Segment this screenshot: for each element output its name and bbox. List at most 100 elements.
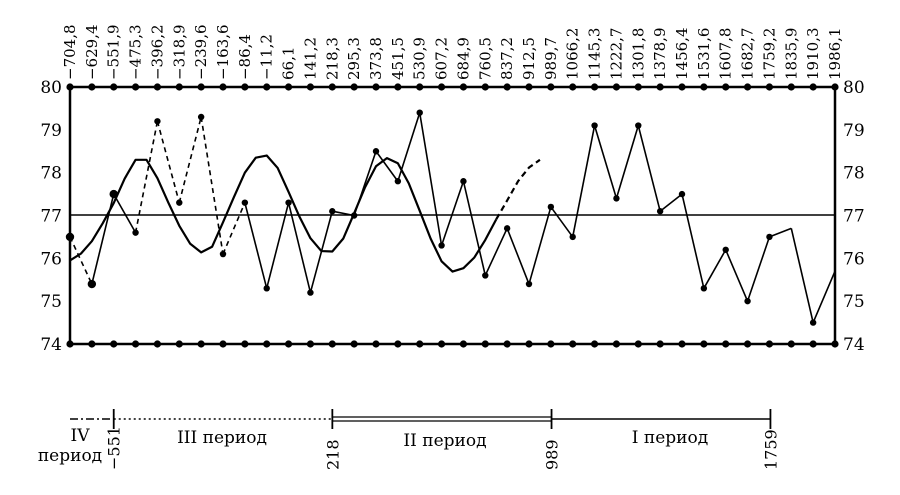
frame-dot [547,340,555,348]
frame-dot [481,340,489,348]
observed-point [656,208,664,215]
top-tick-label: 912,5 [520,37,538,80]
frame-dot [569,340,577,348]
frame-dot [809,83,817,91]
top-tick-label: 1531,6 [695,28,713,81]
top-tick-label: 607,2 [433,37,451,80]
observed-series [65,109,836,326]
observed-point [547,203,555,211]
observed-segment [265,202,290,289]
frame-dot [569,83,577,91]
frame-dot [88,340,96,348]
observed-segment [724,249,749,302]
frame-dot [263,83,271,91]
top-tick-label: −86,4 [236,34,254,80]
frame-dot [306,83,315,91]
frame-dot [131,83,140,91]
observed-point [394,178,402,185]
frame-markers [66,83,839,348]
y-tick-label-right: 79 [843,121,865,141]
top-tick-label: −475,3 [127,24,145,80]
observed-point [503,225,511,232]
frame-dot [153,340,162,348]
observed-segment [484,228,508,276]
observed-segment [309,211,334,293]
top-tick-label: 1607,8 [717,28,735,81]
observed-point [700,285,708,292]
frame-dot [131,340,140,348]
observed-point [569,233,576,241]
observed-segment [703,249,727,289]
y-axis-right: 74 75 76 77 78 79 80 [843,78,865,355]
y-tick-label-right: 80 [843,78,865,98]
frame-dot [306,340,315,348]
observed-segment [637,125,661,212]
observed-segment [746,236,771,302]
observed-point [722,246,729,253]
observed-point [438,242,445,249]
period-iv-label-line2: период [38,446,102,466]
observed-segment [375,150,399,182]
y-tick-label-right: 74 [843,335,865,355]
top-tick-label: 1378,9 [651,28,669,81]
observed-point [176,199,183,206]
observed-point [744,297,751,305]
frame-dot [110,83,118,91]
frame-dot [394,83,402,91]
y-tick-label-left: 75 [40,292,62,312]
frame-dot [700,83,708,91]
frame-dot [809,340,817,348]
period-ii-label: II период [403,431,486,451]
frame-dot [656,340,664,348]
frame-dot [722,340,730,348]
observed-point [766,233,773,241]
top-tick-label: −396,2 [148,24,166,80]
frame-dot [634,83,642,91]
observed-segment [353,150,377,216]
top-tick-label: 530,9 [411,37,429,80]
frame-dot [350,83,358,91]
frame-dot [372,83,380,91]
y-tick-label-left: 76 [40,249,62,269]
frame-dot [765,83,774,91]
frame-dot [612,340,621,348]
frame-dot [372,340,380,348]
frame-dot [831,83,839,91]
frame-dot [175,340,183,348]
top-tick-label: −318,9 [170,24,188,80]
frame-dot [547,83,555,91]
observed-segment [506,228,530,285]
period-iii-label: III период [177,428,267,448]
period-boundary-label: −551 [105,426,124,470]
frame-dot [241,340,249,348]
top-tick-label: 141,2 [301,37,319,80]
top-tick-label: −163,6 [214,24,232,80]
frame-dot [590,340,599,348]
top-tick-label: −239,6 [192,24,210,80]
frame-dot [284,340,293,348]
frame-dot [525,340,533,348]
top-tick-label: 989,7 [542,37,560,80]
frame-dot [241,83,249,91]
top-tick-label: 1835,9 [782,28,800,81]
frame-dot [175,83,183,91]
trend-curve [69,154,541,273]
observed-point [241,199,249,206]
observed-point [460,178,467,185]
observed-point [154,118,161,125]
observed-point [372,148,380,155]
period-i-label: I период [632,428,708,448]
observed-segment-dashed [134,121,159,233]
observed-segment [593,125,618,199]
y-tick-label-left: 79 [40,121,62,141]
observed-point [132,229,139,236]
frame-dot [678,83,686,91]
frame-dot [219,83,227,91]
observed-segment [397,112,421,182]
top-tick-label: 295,3 [345,37,363,80]
frame-dot [110,340,118,348]
observed-segment-dashed [156,121,181,203]
observed-segment [812,270,836,323]
frame-dot [700,340,708,348]
observed-segment [244,202,268,289]
